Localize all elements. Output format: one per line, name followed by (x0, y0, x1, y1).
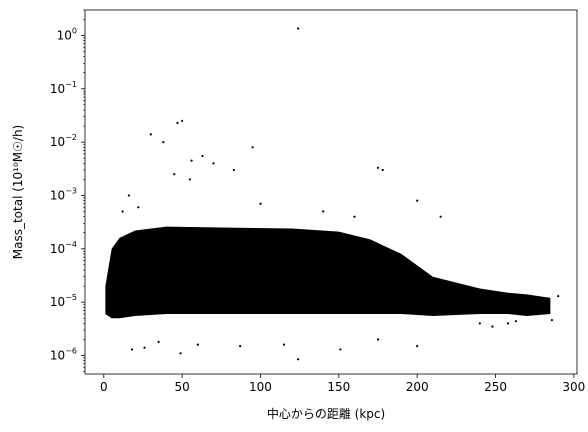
scatter-point (282, 343, 286, 346)
scatter-point (127, 194, 130, 197)
y-axis-minor-ticks (83, 9, 85, 372)
scatter-point (381, 168, 384, 172)
scatter-point (173, 173, 176, 176)
scatter-point (188, 178, 192, 181)
dense-band (105, 226, 551, 319)
scatter-point (491, 325, 494, 328)
y-tick-label: 10−1 (50, 80, 77, 96)
scatter-point (201, 154, 204, 158)
scatter-point (239, 345, 242, 348)
y-axis-ticks: 10−6 10−5 10−4 10−3 10−2 10−1 100 (50, 26, 85, 363)
scatter-point (557, 294, 560, 298)
scatter-point (121, 210, 124, 213)
scatter-point (416, 199, 419, 202)
scatter-point (259, 202, 262, 205)
scatter-point (506, 322, 510, 325)
scatter-point (176, 121, 179, 124)
outlier-points (121, 27, 560, 361)
scatter-point (296, 27, 300, 30)
x-tick-label: 50 (175, 380, 190, 394)
y-tick-label: 10−6 (50, 347, 77, 363)
scatter-point (162, 141, 165, 144)
scatter-point (478, 322, 481, 325)
dense-point-cloud (105, 226, 551, 319)
x-axis-label: 中心からの距離 (kpc) (267, 406, 385, 421)
x-tick-label: 200 (406, 380, 429, 394)
scatter-point (212, 162, 215, 165)
scatter-point (376, 166, 380, 169)
scatter-point (196, 343, 199, 346)
scatter-point (296, 358, 300, 361)
x-tick-label: 250 (484, 380, 507, 394)
scatter-point (550, 319, 554, 322)
scatter-point (181, 119, 184, 123)
scatter-point (149, 133, 152, 136)
scatter-point (251, 146, 254, 149)
plot-frame (84, 9, 578, 375)
x-tick-label: 0 (100, 380, 108, 394)
scatter-point (143, 346, 146, 349)
y-tick-label: 100 (57, 26, 77, 42)
scatter-point (190, 159, 193, 162)
scatter-point (376, 338, 380, 341)
x-tick-label: 150 (327, 380, 350, 394)
y-tick-label: 10−4 (50, 240, 77, 256)
y-tick-label: 10−2 (50, 133, 77, 149)
scatter-point (416, 345, 419, 348)
scatter-point (137, 206, 140, 209)
scatter-point (179, 352, 182, 355)
scatter-point (130, 348, 134, 351)
y-tick-label: 10−5 (50, 293, 77, 309)
scatter-point (157, 340, 160, 343)
x-tick-label: 300 (562, 380, 585, 394)
scatter-point (232, 168, 235, 172)
y-axis-label: Mass_total (10¹⁰M☉/h) (11, 125, 25, 259)
y-tick-label: 10−3 (50, 186, 77, 202)
x-axis-ticks: 0 50 100 150 200 250 300 (100, 374, 585, 394)
scatter-point (339, 348, 342, 351)
scatter-point (439, 215, 442, 218)
x-tick-label: 100 (249, 380, 272, 394)
scatter-point (514, 320, 517, 323)
scatter-point (353, 215, 356, 218)
scatter-point (322, 210, 325, 213)
